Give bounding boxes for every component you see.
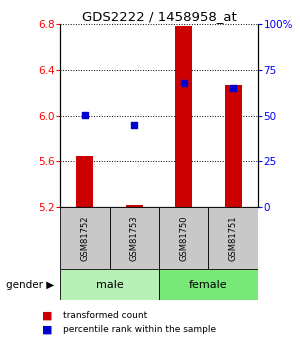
Point [82, 112, 87, 117]
Text: GSM81751: GSM81751 [229, 215, 238, 261]
Text: male: male [96, 280, 123, 289]
Bar [225, 85, 242, 207]
Text: GSM81752: GSM81752 [80, 215, 89, 261]
Point [231, 86, 236, 91]
Text: gender ▶: gender ▶ [6, 280, 54, 289]
Title: GDS2222 / 1458958_at: GDS2222 / 1458958_at [82, 10, 236, 23]
Point [132, 122, 137, 128]
Text: ■: ■ [42, 311, 52, 321]
Bar [208, 207, 258, 269]
Bar [60, 269, 159, 300]
Text: GSM81750: GSM81750 [179, 215, 188, 261]
Bar [126, 205, 143, 207]
Bar [76, 156, 93, 207]
Text: transformed count: transformed count [63, 311, 147, 320]
Bar [159, 207, 208, 269]
Text: female: female [189, 280, 228, 289]
Point [181, 80, 186, 86]
Text: percentile rank within the sample: percentile rank within the sample [63, 325, 216, 334]
Bar [110, 207, 159, 269]
Bar [175, 27, 192, 207]
Text: GSM81753: GSM81753 [130, 215, 139, 261]
Bar [159, 269, 258, 300]
Bar [60, 207, 110, 269]
Text: ■: ■ [42, 325, 52, 334]
